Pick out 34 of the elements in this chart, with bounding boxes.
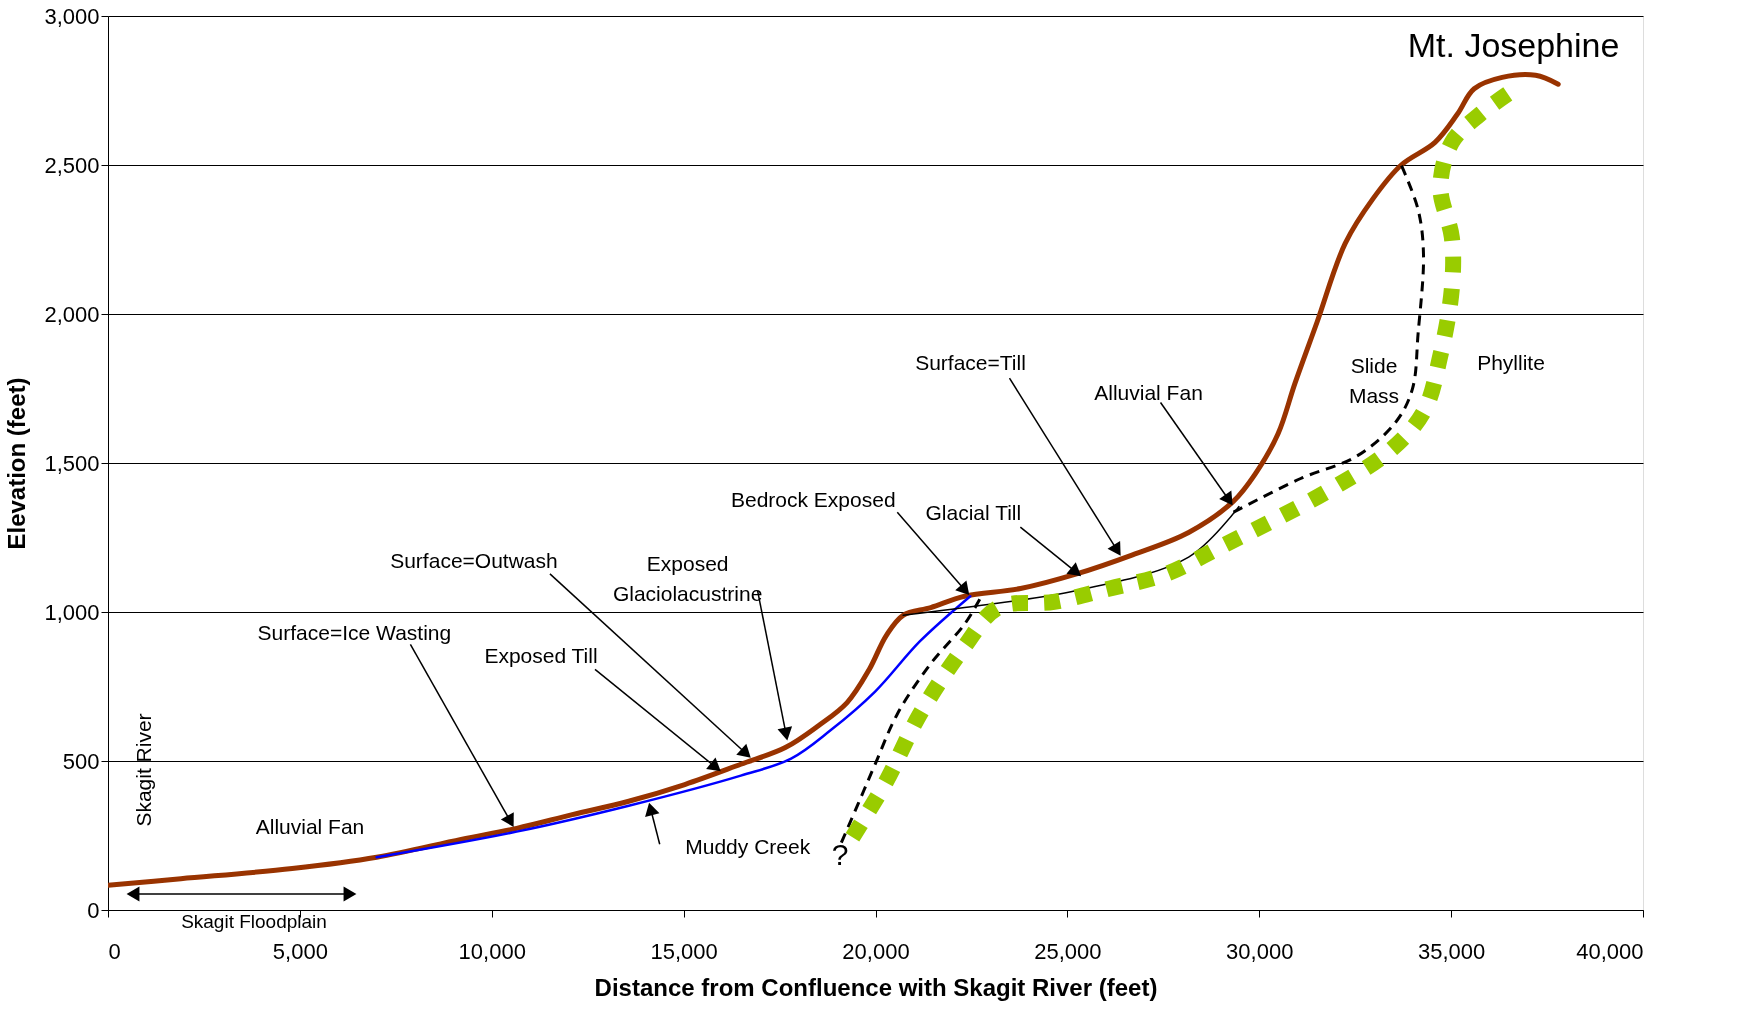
y-tick-label: 1,500 — [44, 450, 100, 476]
x-tick-label: 25,000 — [1034, 938, 1102, 964]
x-tick-label: 5,000 — [272, 938, 328, 964]
y-tick-label: 500 — [62, 748, 100, 774]
y-tick-label: 2,500 — [44, 152, 100, 178]
annotation: Surface=Ice Wasting — [257, 621, 452, 645]
annotation: Glacial Till — [925, 501, 1022, 525]
annotation: Skagit River — [132, 713, 155, 827]
y-tick-label: 3,000 — [44, 3, 100, 29]
annotation: Alluvial Fan — [255, 815, 365, 838]
y-tick-label: 2,000 — [44, 301, 100, 327]
annotation: Mt. Josephine — [1407, 26, 1620, 65]
x-tick-label: 35,000 — [1417, 938, 1486, 964]
annotation: Bedrock Exposed — [730, 488, 896, 512]
annotation: Exposed Glaciolacustrine — [612, 551, 763, 605]
annotation: ? — [831, 838, 849, 871]
x-tick-label: 20,000 — [842, 938, 910, 964]
x-tick-label: 15,000 — [650, 938, 718, 964]
x-axis-title: Distance from Confluence with Skagit River (feet) — [594, 973, 1158, 1001]
x-tick-label: 40,000 — [1576, 938, 1644, 964]
y-tick-label: 0 — [87, 897, 100, 923]
annotation: Surface=Till — [915, 351, 1026, 375]
y-tick-label: 1,000 — [44, 599, 100, 625]
y-axis-title: Elevation (feet) — [3, 377, 31, 550]
annotation: Muddy Creek — [685, 835, 811, 859]
annotation: Exposed Till — [484, 644, 598, 668]
x-tick-label: 0 — [108, 938, 121, 964]
annotation: Phyllite — [1477, 351, 1545, 374]
x-tick-label: 10,000 — [458, 938, 526, 964]
text: Skagit Floodplain — [181, 911, 327, 932]
annotation: Surface=Outwash — [390, 548, 558, 572]
x-tick-label: 30,000 — [1226, 938, 1294, 964]
annotation: Alluvial Fan — [1094, 380, 1203, 404]
annotation: Slide Mass — [1348, 354, 1400, 407]
